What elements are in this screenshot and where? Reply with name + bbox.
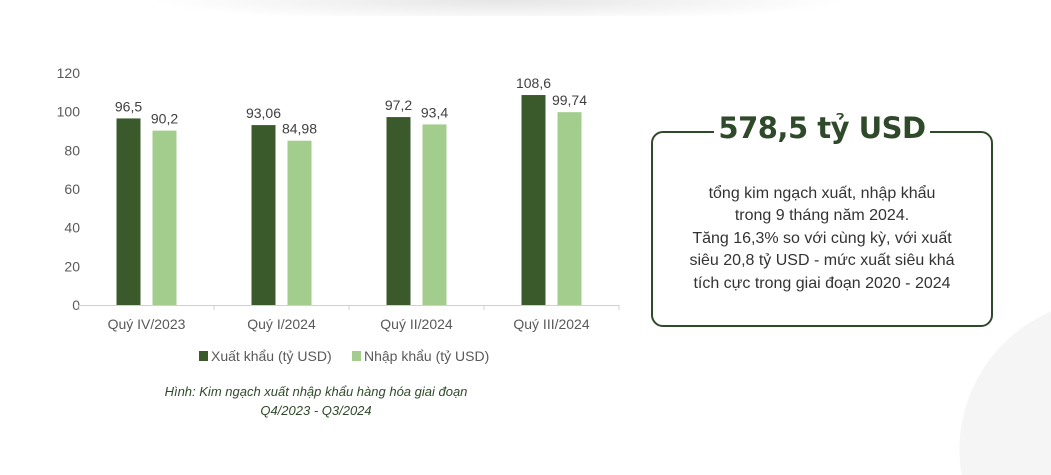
summary-line: tích cực trong giai đoạn 2020 - 2024 — [693, 274, 951, 292]
bar-export — [521, 95, 546, 305]
data-label: 84,98 — [282, 121, 317, 137]
bar-import — [557, 112, 582, 305]
data-label: 93,06 — [246, 105, 281, 121]
decorative-curve — [951, 300, 1051, 475]
chart-caption: Hình: Kim ngạch xuất nhập khẩu hàng hóa … — [165, 384, 468, 399]
summary-text: tổng kim ngạch xuất, nhập khẩu trong 9 t… — [663, 183, 981, 295]
data-label: 93,4 — [421, 104, 448, 120]
y-tick-label: 0 — [72, 297, 80, 313]
bar-import — [152, 130, 177, 305]
legend-swatch — [199, 351, 208, 361]
data-label: 90,2 — [151, 111, 178, 127]
y-tick-label: 100 — [57, 104, 81, 120]
data-label: 99,74 — [552, 92, 587, 108]
y-tick-label: 80 — [64, 142, 80, 158]
x-tick-label: Quý II/2024 — [380, 316, 453, 332]
y-tick-label: 120 — [57, 65, 81, 81]
y-tick-label: 40 — [64, 220, 80, 236]
bar-export — [251, 125, 276, 305]
bar-chart: 0 20 40 60 80 100 120 96,5 90,2 Quý IV/2023 93,068… — [57, 65, 620, 418]
summary-line: siêu 20,8 tỷ USD - mức xuất siêu khá — [689, 252, 955, 270]
x-tick-label: Quý III/2024 — [513, 316, 589, 332]
top-shadow — [150, 0, 850, 16]
legend-label: Nhập khẩu (tỷ USD) — [364, 348, 489, 364]
y-tick-label: 20 — [64, 258, 80, 274]
chart-caption: Q4/2023 - Q3/2024 — [260, 403, 371, 418]
legend-swatch — [352, 351, 361, 361]
bar-import — [287, 140, 312, 305]
summary-line: Tăng 16,3% so với cùng kỳ, với xuất — [692, 229, 952, 247]
x-tick-label: Quý IV/2023 — [108, 316, 186, 332]
data-label: 108,6 — [516, 75, 551, 91]
legend-label: Xuất khẩu (tỷ USD) — [211, 348, 332, 364]
data-label: 97,2 — [385, 97, 412, 113]
summary-box: 578,5 tỷ USD tổng kim ngạch xuất, nhập k… — [651, 111, 993, 327]
x-tick-label: Quý I/2024 — [247, 316, 316, 332]
y-tick-label: 60 — [64, 181, 80, 197]
bar-import — [422, 124, 447, 305]
summary-line: trong 9 tháng năm 2024. — [734, 207, 910, 225]
summary-title: 578,5 tỷ USD — [714, 111, 930, 145]
summary-line: tổng kim ngạch xuất, nhập khẩu — [708, 185, 936, 202]
bar-export — [116, 118, 141, 305]
bar-export — [386, 117, 411, 305]
data-label: 96,5 — [115, 98, 142, 114]
